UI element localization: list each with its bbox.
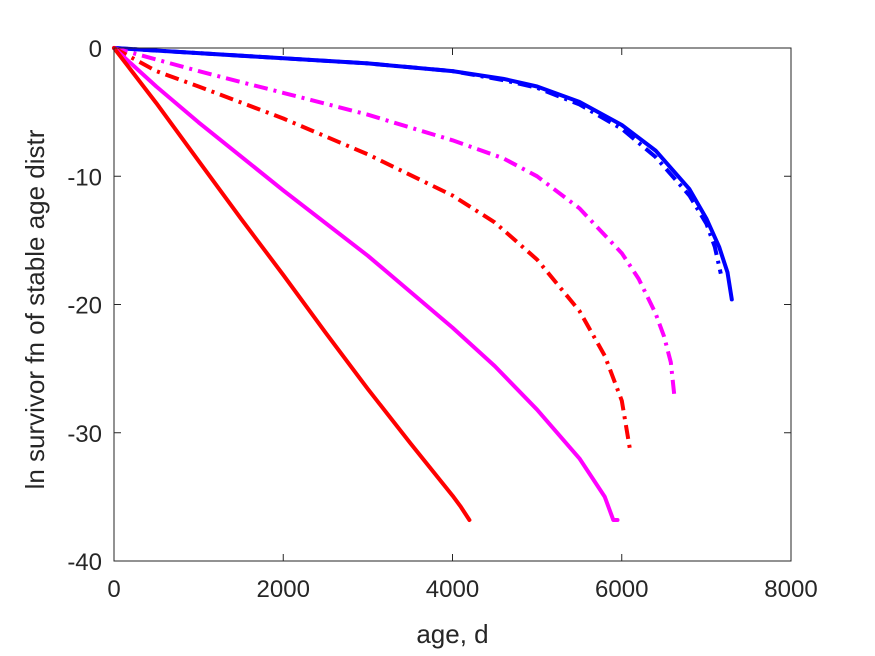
y-tick-label: -20 bbox=[67, 293, 102, 320]
y-tick-label: -30 bbox=[67, 421, 102, 448]
series-layer bbox=[112, 46, 734, 522]
series-line-4 bbox=[113, 46, 633, 452]
y-tick-label: -10 bbox=[67, 164, 102, 191]
plot-area-frame bbox=[113, 47, 792, 562]
series-line-6 bbox=[112, 46, 472, 522]
y-tick-label: 0 bbox=[89, 36, 102, 63]
x-tick-label: 0 bbox=[107, 576, 120, 603]
series-line-3 bbox=[113, 46, 677, 395]
y-tick-label: -40 bbox=[67, 549, 102, 576]
series-line-5 bbox=[112, 46, 620, 522]
y-axis-label: ln survivor fn of stable age distr bbox=[20, 129, 50, 489]
ticks-layer: 0 2000 4000 6000 8000 0 -10 -20 -30 -40 bbox=[67, 36, 817, 603]
x-tick-label: 2000 bbox=[257, 576, 310, 603]
x-tick-label: 8000 bbox=[764, 576, 817, 603]
x-tick-label: 6000 bbox=[595, 576, 648, 603]
series-line-1 bbox=[112, 46, 734, 302]
series-line-2 bbox=[113, 46, 723, 275]
x-axis-label: age, d bbox=[416, 619, 488, 649]
x-tick-label: 4000 bbox=[426, 576, 479, 603]
